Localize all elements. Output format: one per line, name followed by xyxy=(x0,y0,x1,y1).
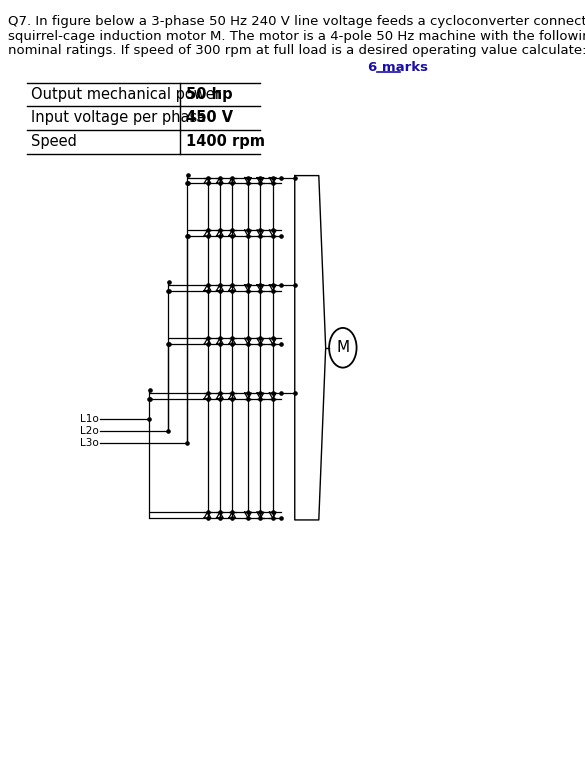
Text: M: M xyxy=(336,340,349,355)
Text: Input voltage per phase: Input voltage per phase xyxy=(31,111,206,125)
Text: nominal ratings. If speed of 300 rpm at full load is a desired operating value c: nominal ratings. If speed of 300 rpm at … xyxy=(8,45,585,58)
Text: Speed: Speed xyxy=(31,135,77,149)
Text: squirrel-cage induction motor M. The motor is a 4-pole 50 Hz machine with the fo: squirrel-cage induction motor M. The mot… xyxy=(8,29,585,42)
Text: 1400 rpm: 1400 rpm xyxy=(185,135,264,149)
Text: Q7. In figure below a 3-phase 50 Hz 240 V line voltage feeds a cycloconverter co: Q7. In figure below a 3-phase 50 Hz 240 … xyxy=(8,15,585,28)
Text: 50 hp: 50 hp xyxy=(185,87,232,102)
Text: L3o: L3o xyxy=(80,438,99,448)
Text: Output mechanical power: Output mechanical power xyxy=(31,87,221,102)
Text: 6 marks: 6 marks xyxy=(367,62,428,75)
Text: L1o: L1o xyxy=(80,414,99,424)
Text: 450 V: 450 V xyxy=(185,111,233,125)
Text: L2o: L2o xyxy=(80,426,99,436)
